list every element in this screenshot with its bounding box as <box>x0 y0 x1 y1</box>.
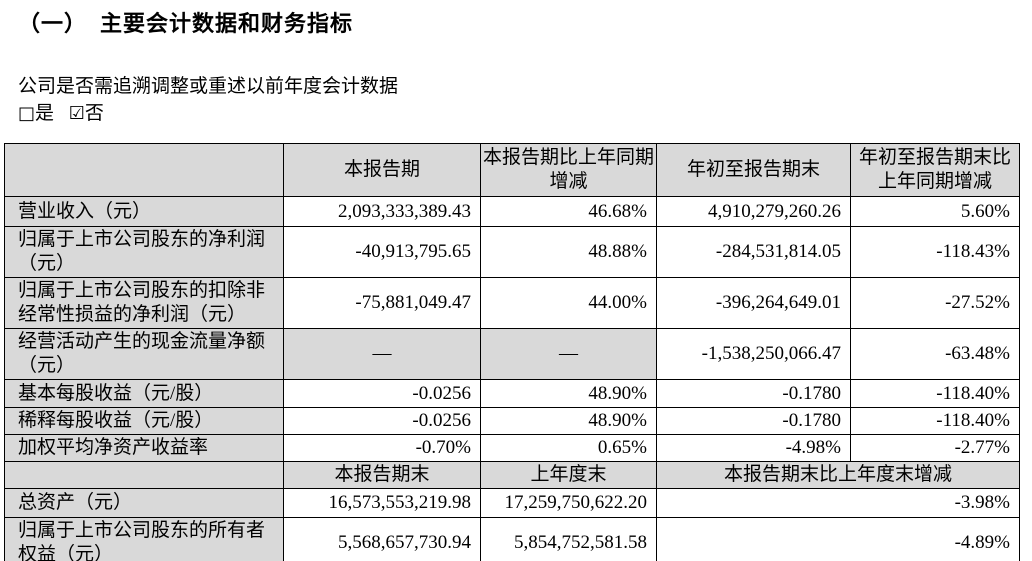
value-cell: -40,913,795.65 <box>283 226 481 278</box>
value-cell: 5.60% <box>850 196 1020 227</box>
table-row-net-profit: 归属于上市公司股东的净利润（元） -40,913,795.65 48.88% -… <box>4 226 1020 278</box>
subheader-change: 本报告期末比上年度末增减 <box>656 461 1020 489</box>
value-cell: 17,259,750,622.20 <box>480 488 657 518</box>
value-cell: 46.68% <box>480 196 657 227</box>
table-row-revenue: 营业收入（元） 2,093,333,389.43 46.68% 4,910,27… <box>4 196 1020 227</box>
value-cell: 48.90% <box>480 407 657 435</box>
value-cell: -118.43% <box>850 226 1020 278</box>
value-cell: 0.65% <box>480 434 657 462</box>
value-cell: -2.77% <box>850 434 1020 462</box>
value-cell: -118.40% <box>850 379 1020 408</box>
table-row-weighted-roe: 加权平均净资产收益率 -0.70% 0.65% -4.98% -2.77% <box>4 434 1020 462</box>
checkbox-checked-icon: ☑ <box>68 103 85 124</box>
section-number: （一） <box>18 11 88 36</box>
metric-label: 归属于上市公司股东的净利润（元） <box>4 226 284 278</box>
section-heading: 主要会计数据和财务指标 <box>100 11 354 36</box>
value-cell: -0.0256 <box>283 379 481 408</box>
checkbox-yes-label: 是 <box>35 103 55 124</box>
value-cell: -0.70% <box>283 434 481 462</box>
value-cell: — <box>283 328 481 380</box>
value-cell: -0.1780 <box>656 407 851 435</box>
value-cell: 48.90% <box>480 379 657 408</box>
value-cell: -27.52% <box>850 277 1020 329</box>
metric-label: 经营活动产生的现金流量净额（元） <box>4 328 284 380</box>
metric-label: 总资产（元） <box>4 488 284 518</box>
financial-indicators-table: 本报告期 本报告期比上年同期增减 年初至报告期末 年初至报告期末比上年同期增减 … <box>4 143 1020 561</box>
checkbox-no: ☑否 <box>69 103 104 124</box>
table-row-operating-cash-flow: 经营活动产生的现金流量净额（元） — — -1,538,250,066.47 -… <box>4 328 1020 380</box>
value-cell: -0.1780 <box>656 379 851 408</box>
header-ytd-yoy: 年初至报告期末比上年同期增减 <box>850 143 1020 197</box>
subheader-metric <box>4 461 284 489</box>
metric-label: 加权平均净资产收益率 <box>4 434 284 462</box>
header-ytd: 年初至报告期末 <box>656 143 851 197</box>
table-row-total-assets: 总资产（元） 16,573,553,219.98 17,259,750,622.… <box>4 488 1020 518</box>
metric-label: 基本每股收益（元/股） <box>4 379 284 408</box>
value-cell: 44.00% <box>480 277 657 329</box>
value-cell: 48.88% <box>480 226 657 278</box>
value-cell: 5,854,752,581.58 <box>480 517 657 561</box>
checkbox-row: □是 ☑否 <box>18 103 114 125</box>
value-cell: -4.89% <box>656 517 1020 561</box>
value-cell: -118.40% <box>850 407 1020 435</box>
value-cell: 2,093,333,389.43 <box>283 196 481 227</box>
value-cell: -396,264,649.01 <box>656 277 851 329</box>
value-cell: 4,910,279,260.26 <box>656 196 851 227</box>
header-current-period: 本报告期 <box>283 143 481 197</box>
table-row-owners-equity: 归属于上市公司股东的所有者权益（元） 5,568,657,730.94 5,85… <box>4 517 1020 561</box>
value-cell: -4.98% <box>656 434 851 462</box>
metric-label: 归属于上市公司股东的所有者权益（元） <box>4 517 284 561</box>
table-row-net-profit-deducted: 归属于上市公司股东的扣除非经常性损益的净利润（元） -75,881,049.47… <box>4 277 1020 329</box>
checkbox-no-label: 否 <box>84 103 104 124</box>
value-cell: -75,881,049.47 <box>283 277 481 329</box>
value-cell: 5,568,657,730.94 <box>283 517 481 561</box>
section-title: （一） 主要会计数据和财务指标 <box>18 11 353 37</box>
value-cell: -3.98% <box>656 488 1020 518</box>
value-cell: — <box>480 328 657 380</box>
restatement-question: 公司是否需追溯调整或重述以前年度会计数据 <box>18 76 399 97</box>
table-row-diluted-eps: 稀释每股收益（元/股） -0.0256 48.90% -0.1780 -118.… <box>4 407 1020 435</box>
metric-label: 归属于上市公司股东的扣除非经常性损益的净利润（元） <box>4 277 284 329</box>
value-cell: -0.0256 <box>283 407 481 435</box>
table-row-basic-eps: 基本每股收益（元/股） -0.0256 48.90% -0.1780 -118.… <box>4 379 1020 408</box>
metric-label: 营业收入（元） <box>4 196 284 227</box>
metric-label: 稀释每股收益（元/股） <box>4 407 284 435</box>
subheader-prev-year-end: 上年度末 <box>480 461 657 489</box>
header-current-period-yoy: 本报告期比上年同期增减 <box>480 143 657 197</box>
value-cell: -63.48% <box>850 328 1020 380</box>
table-subheader-row: 本报告期末 上年度末 本报告期末比上年度末增减 <box>4 461 1020 489</box>
subheader-period-end: 本报告期末 <box>283 461 481 489</box>
header-metric <box>4 143 284 197</box>
checkbox-yes: □是 <box>18 103 54 124</box>
value-cell: 16,573,553,219.98 <box>283 488 481 518</box>
table-header-row: 本报告期 本报告期比上年同期增减 年初至报告期末 年初至报告期末比上年同期增减 <box>4 143 1020 197</box>
checkbox-unchecked-icon: □ <box>18 103 36 124</box>
value-cell: -1,538,250,066.47 <box>656 328 851 380</box>
value-cell: -284,531,814.05 <box>656 226 851 278</box>
